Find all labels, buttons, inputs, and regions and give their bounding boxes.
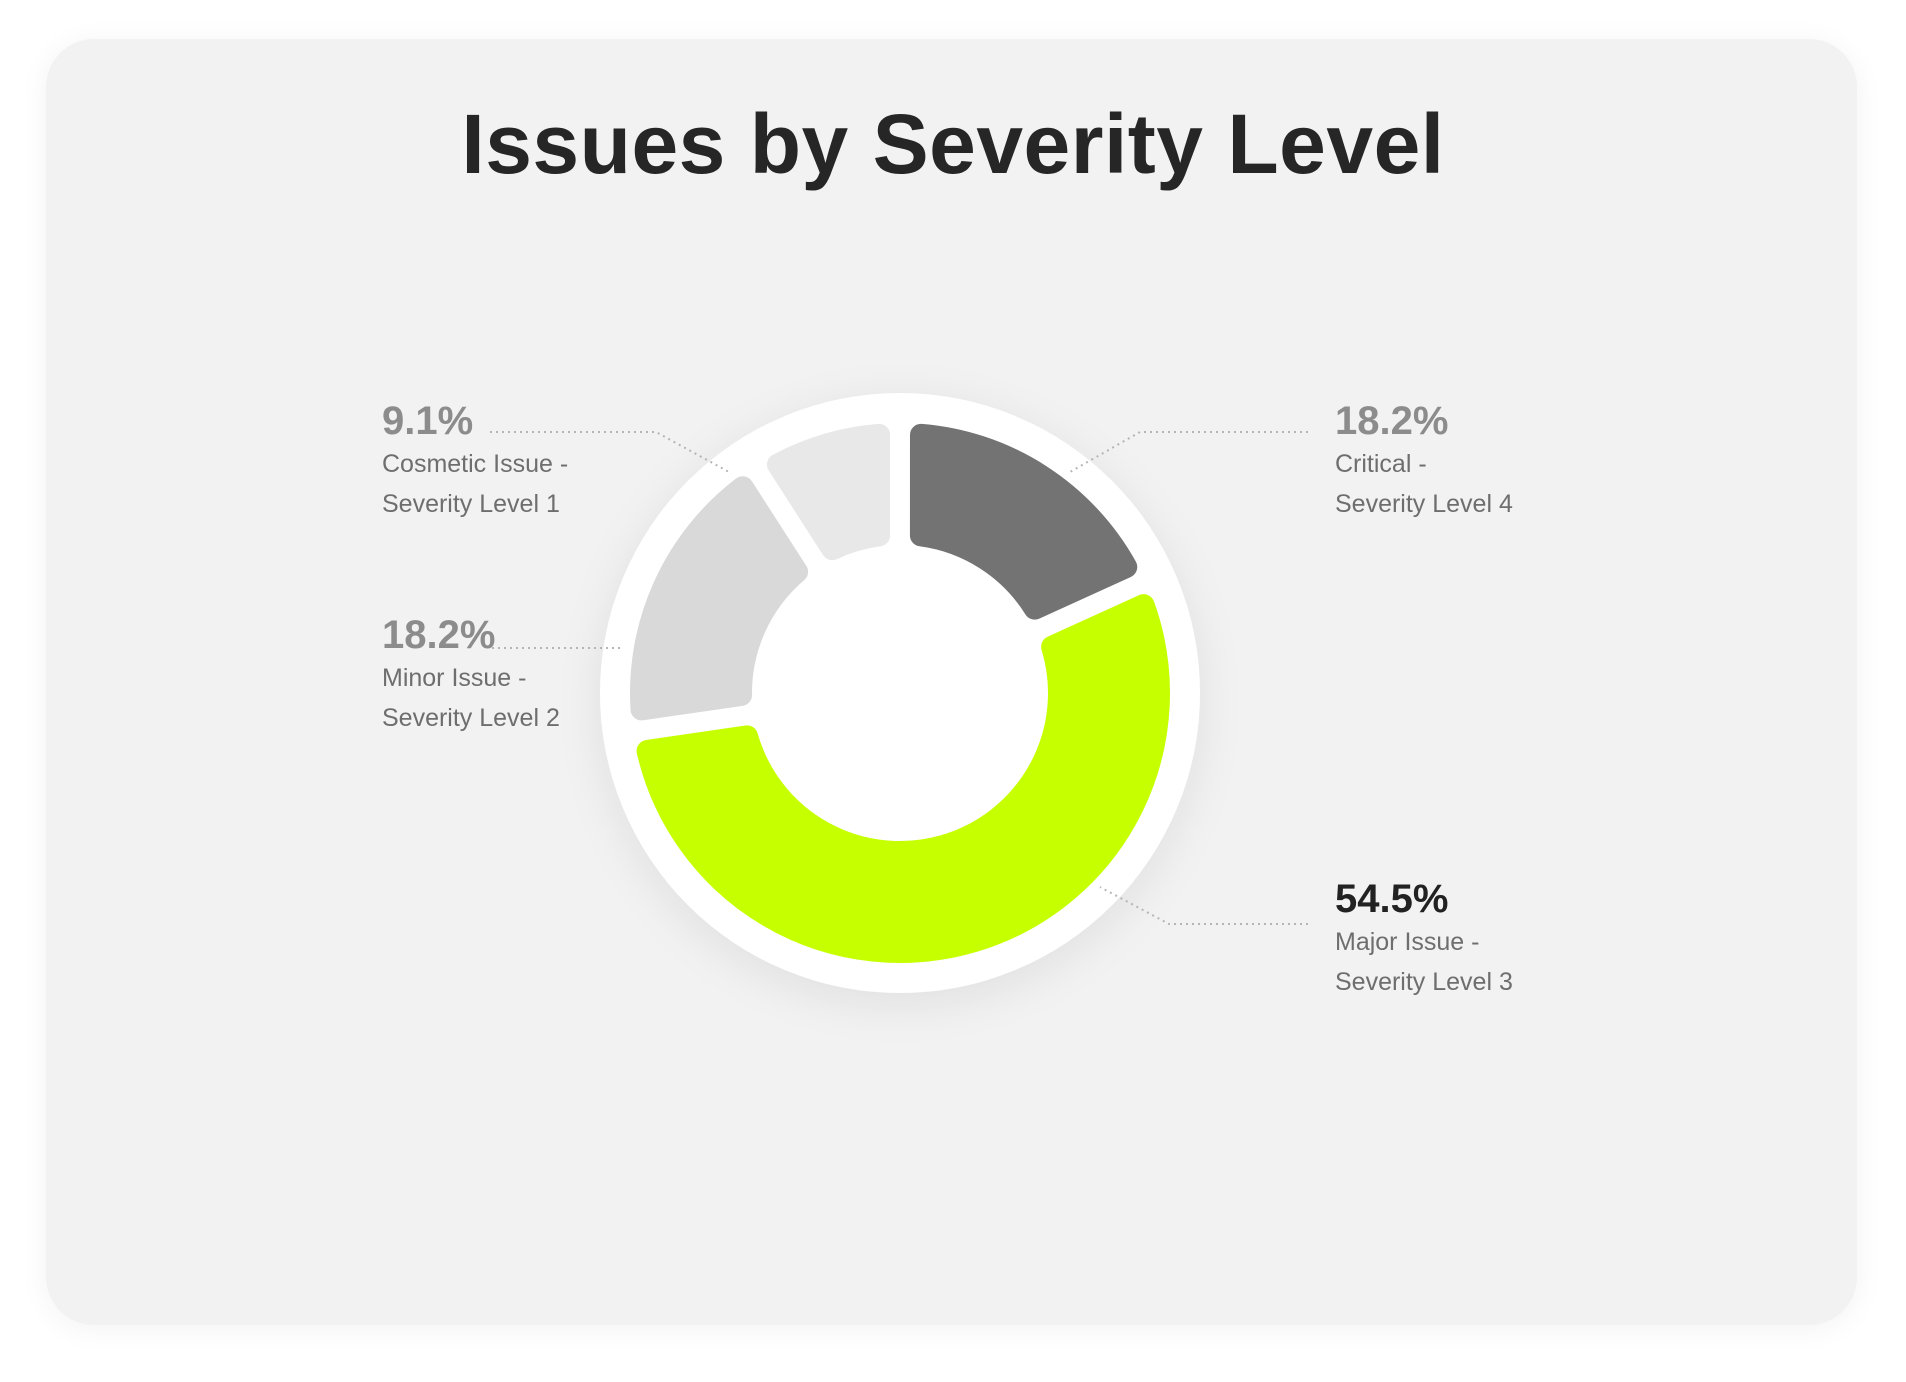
percent-label: 18.2% [382,613,496,657]
donut-segment-cosmetic-issue[interactable] [766,423,891,561]
leader-line-major [1099,886,1308,925]
leader-line-critical [1069,431,1308,473]
category-label-line2: Severity Level 1 [382,490,560,518]
category-label-line1: Minor Issue - [382,664,527,692]
category-label-line2: Severity Level 4 [1335,490,1513,518]
percent-label: 18.2% [1335,399,1449,443]
data-label-cosmetic: 9.1% Cosmetic Issue - Severity Level 1 [382,398,568,524]
chart-title: Issues by Severity Level [461,97,1445,191]
percent-label: 54.5% [1335,877,1449,921]
category-label-line1: Cosmetic Issue - [382,450,569,478]
data-label-minor: 18.2% Minor Issue - Severity Level 2 [382,612,560,738]
donut-segment-critical[interactable] [909,423,1138,620]
donut-segment-major-issue[interactable] [636,594,1170,963]
leader-line-cosmetic [490,431,730,473]
data-label-critical: 18.2% Critical - Severity Level 4 [1335,398,1513,524]
category-label-line2: Severity Level 3 [1335,968,1513,996]
percent-label: 9.1% [382,399,474,443]
category-label-line1: Major Issue - [1335,928,1480,956]
data-label-major: 54.5% Major Issue - Severity Level 3 [1335,876,1513,1002]
category-label-line2: Severity Level 2 [382,704,560,732]
donut-segment-minor-issue[interactable] [630,476,809,721]
category-label-line1: Critical - [1335,450,1427,478]
